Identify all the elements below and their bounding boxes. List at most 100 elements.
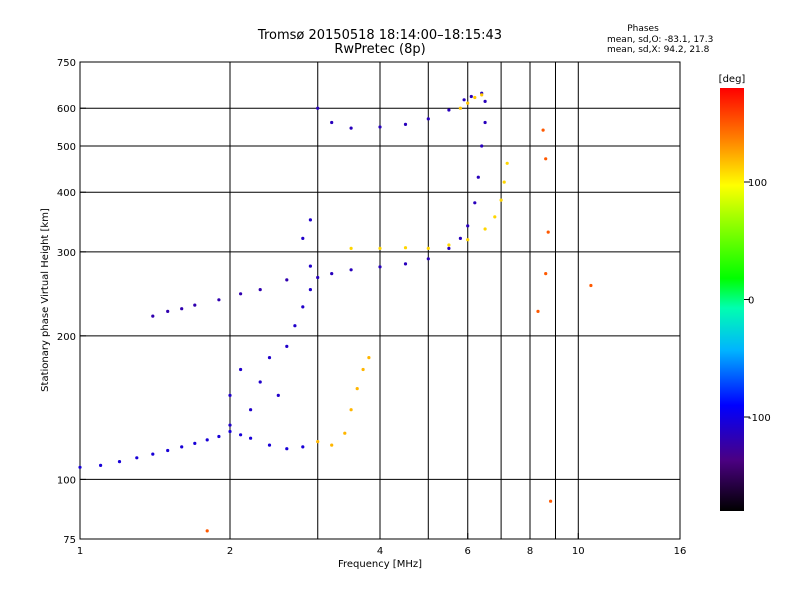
y-axis-label: Stationary phase Virtual Height [km] [40,208,51,392]
echo-point [293,324,297,328]
x-tick-label: 1 [77,546,83,557]
echo-point [99,463,103,467]
colorbar-label: [deg] [719,74,746,85]
echo-point [301,236,305,240]
echo-point [493,215,497,219]
x-tick-label: 10 [572,546,585,557]
echo-point [541,128,545,132]
echo-point [308,218,312,222]
echo-point [349,246,353,250]
echo-point [447,243,451,247]
x-tick-label: 2 [227,546,233,557]
echo-point [473,201,477,205]
echo-point [549,499,553,503]
echo-point [361,367,365,372]
echo-point [205,529,209,533]
echo-point [367,356,371,360]
echo-point [228,393,232,397]
y-tick-label: 200 [57,332,76,343]
echo-point [403,262,408,266]
echo-point [166,448,170,453]
x-tick-label: 4 [377,546,383,557]
echo-point [536,309,540,313]
echo-point [349,268,353,272]
y-tick-label: 400 [57,188,76,199]
echo-point [378,246,382,250]
echo-point [205,438,209,442]
stats-heading: Phases [627,24,659,34]
y-tick-label: 750 [57,58,76,69]
y-tick-label: 100 [57,475,76,486]
echo-point [151,314,155,318]
colorbar-tick-label: 100 [748,178,767,189]
echo-point [316,106,320,110]
echo-point [276,393,280,397]
echo-point [469,94,473,99]
echo-point [447,246,451,250]
echo-point [166,309,170,313]
x-tick-label: 6 [465,546,471,557]
echo-point [330,272,334,276]
y-axis-ticks: 75 100 200 300 400 500 600 750 [57,58,86,546]
echo-point [458,236,462,240]
echo-point [301,305,305,309]
echo-point [349,408,353,412]
echo-point [330,443,334,447]
echo-point [217,434,221,439]
colorbar [720,88,744,511]
echo-point [267,356,272,360]
echo-point [285,344,289,348]
stats-x-line: mean, sd,X: 94.2, 21.8 [607,45,710,55]
echo-point [308,264,312,268]
echo-point [343,431,347,435]
echo-point [249,408,253,412]
echo-point [483,227,487,231]
x-axis-ticks: 1 2 4 6 8 10 16 [77,533,686,557]
y-tick-label: 300 [57,248,76,259]
echo-point [458,106,462,110]
echo-point [193,441,197,445]
echo-point [285,447,289,451]
colorbar-ticks: 100 0 -100 [744,178,771,424]
echo-point [378,265,382,269]
grid-lines [80,62,680,539]
echo-point [316,275,320,280]
echo-point [426,246,430,250]
echo-point [466,238,470,242]
stats-o-line: mean, sd,O: -83.1, 17.3 [607,35,713,45]
echo-point [462,98,466,102]
echo-point [258,288,262,292]
x-tick-label: 8 [527,546,533,557]
echo-point [349,126,353,130]
echo-point [355,387,359,391]
echo-point [285,278,289,282]
echo-point [301,445,305,449]
echo-point [78,465,82,469]
echo-point [483,99,487,103]
chart-subtitle: RwPretec (8p) [334,42,425,57]
echo-point [258,380,262,384]
y-tick-label: 500 [57,142,76,153]
echo-point [403,246,408,250]
echo-point [499,198,503,202]
echo-point [193,303,197,307]
echo-points [78,91,593,533]
echo-point [480,93,484,97]
echo-point [228,429,232,434]
echo-point [267,443,272,447]
echo-point [239,367,243,372]
echo-point [228,423,232,427]
echo-point [473,95,477,100]
echo-point [316,440,320,444]
y-tick-label: 75 [63,535,76,546]
y-tick-label: 600 [57,104,76,115]
echo-point [403,122,408,126]
echo-point [544,157,548,161]
echo-point [476,175,480,179]
echo-point [180,307,184,311]
colorbar-tick-label: 0 [748,296,754,307]
x-axis-label: Frequency [MHz] [338,559,422,570]
echo-point [483,120,487,125]
echo-point [426,257,430,261]
